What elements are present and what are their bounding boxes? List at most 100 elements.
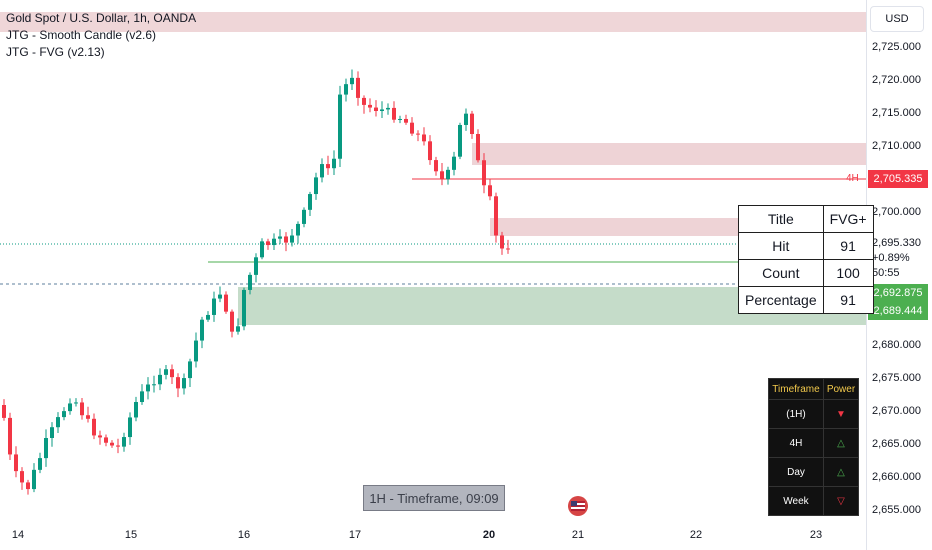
indicator-fvg[interactable]: JTG - FVG (v2.13) (6, 45, 105, 59)
timeframe-banner: 1H - Timeframe, 09:09 (363, 485, 505, 511)
table-cell: 91 (822, 232, 874, 260)
timeframe-cell: 4H (768, 428, 824, 458)
table-row: Percentage 91 (738, 286, 874, 314)
table-cell: Hit (738, 232, 824, 260)
fvg-zone-bearish-top (0, 12, 866, 32)
candle-body (428, 141, 432, 161)
candle-body (110, 442, 114, 446)
candle-body (272, 238, 276, 246)
currency-button[interactable]: USD (870, 6, 924, 32)
candle-body (398, 118, 402, 120)
candle-body (296, 223, 300, 236)
candle-body (290, 235, 294, 243)
power-down-icon: ▼ (823, 399, 859, 429)
table-cell: Count (738, 259, 824, 287)
candle-body (422, 134, 426, 142)
candle-body (434, 160, 438, 172)
table-cell: FVG+ (822, 205, 874, 233)
candle-body (302, 209, 306, 224)
date-tick: 21 (571, 529, 585, 541)
candle-body (218, 294, 222, 299)
candle-body (164, 369, 168, 375)
candle-body (74, 402, 78, 404)
candle-body (332, 158, 336, 169)
candle-body (350, 77, 354, 85)
candle-body (464, 113, 468, 125)
candle-body (92, 418, 96, 436)
candle-body (308, 194, 312, 210)
candle-body (410, 122, 414, 134)
candle-body (116, 445, 120, 447)
candle-body (32, 469, 36, 490)
candle-body (20, 471, 24, 483)
bar-countdown-label: 50:55 (872, 267, 900, 279)
price-chart[interactable] (0, 0, 866, 550)
candle-body (146, 384, 150, 392)
candle-body (326, 164, 330, 169)
date-tick: 22 (689, 529, 703, 541)
table-row: Timeframe Power (768, 378, 859, 400)
candle-body (62, 411, 66, 418)
candle-body (224, 294, 228, 312)
candle-body (182, 378, 186, 389)
table-header: Timeframe (768, 378, 824, 400)
date-tick: 17 (348, 529, 362, 541)
candle-body (506, 248, 510, 250)
date-tick: 20 (482, 529, 496, 541)
indicator-smooth-candle[interactable]: JTG - Smooth Candle (v2.6) (6, 28, 157, 42)
candle-body (488, 185, 492, 197)
candle-body (392, 107, 396, 120)
candle-body (374, 107, 378, 112)
candle-body (242, 289, 246, 327)
candle-body (404, 118, 408, 123)
candle-body (320, 164, 324, 178)
table-cell: 91 (822, 286, 874, 314)
fvg-stats-table: Title FVG+ Hit 91 Count 100 Percentage 9… (738, 205, 874, 314)
candle-body (470, 113, 474, 135)
price-tick: 2,700.000 (872, 206, 921, 218)
candle-body (26, 482, 30, 490)
date-tick: 23 (809, 529, 823, 541)
candle-body (170, 369, 174, 378)
candle-body (200, 319, 204, 341)
candle-body (122, 437, 126, 447)
candle-body (260, 241, 264, 258)
table-row: Title FVG+ (738, 205, 874, 233)
candles-group (2, 69, 510, 495)
date-tick: 14 (11, 529, 25, 541)
candle-body (86, 415, 90, 419)
table-cell: Title (738, 205, 824, 233)
candle-body (104, 437, 108, 443)
red-level-price-tag: 2,705.335 (868, 170, 928, 188)
candle-body (476, 134, 480, 161)
green-level-price-tag-1: 2,692.875 (868, 284, 928, 302)
candle-body (344, 84, 348, 95)
table-row: Day △ (768, 457, 859, 487)
candle-body (56, 417, 60, 428)
timeframe-cell: Week (768, 486, 824, 516)
date-tick: 16 (237, 529, 251, 541)
candle-body (458, 124, 462, 157)
table-row: 4H △ (768, 428, 859, 458)
candle-body (236, 326, 240, 332)
us-flag-icon[interactable] (568, 496, 588, 516)
candle-body (176, 377, 180, 389)
candle-body (206, 314, 210, 320)
candle-body (482, 160, 486, 186)
price-tick: 2,655.000 (872, 504, 921, 516)
price-tick: 2,720.000 (872, 74, 921, 86)
candle-body (452, 156, 456, 170)
candle-body (194, 340, 198, 362)
price-tick: 2,725.000 (872, 41, 921, 53)
candle-body (8, 417, 12, 455)
candle-body (254, 257, 258, 275)
symbol-title[interactable]: Gold Spot / U.S. Dollar, 1h, OANDA (6, 11, 197, 25)
candle-body (278, 236, 282, 239)
table-header: Power (823, 378, 859, 400)
candle-body (68, 403, 72, 412)
price-tick: 2,660.000 (872, 471, 921, 483)
red-4h-label: 4H (846, 173, 859, 184)
candle-body (14, 454, 18, 472)
timeframe-cell: Day (768, 457, 824, 487)
